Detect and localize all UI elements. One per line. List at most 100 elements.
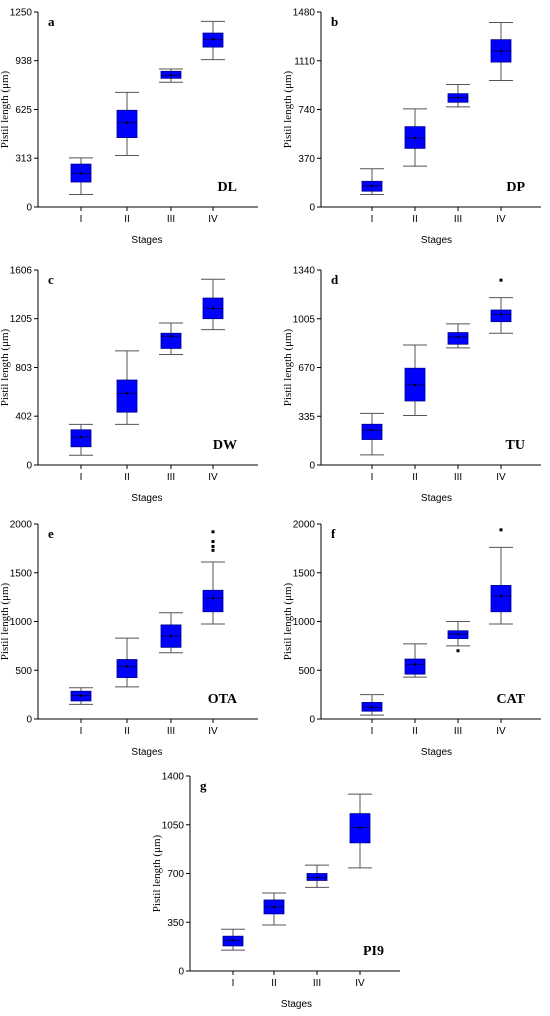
x-tick-label: I bbox=[80, 214, 83, 225]
mean-marker bbox=[500, 595, 502, 597]
y-tick-label: 370 bbox=[298, 154, 315, 165]
iqr-box bbox=[117, 660, 137, 678]
x-axis-title: Stages bbox=[421, 493, 452, 504]
y-tick-label: 0 bbox=[309, 461, 315, 472]
outlier-point bbox=[212, 545, 215, 548]
mean-marker bbox=[212, 597, 214, 599]
mean-marker bbox=[170, 635, 172, 637]
y-tick-label: 350 bbox=[167, 918, 184, 929]
x-tick-label: I bbox=[80, 472, 83, 483]
box-stage-IV bbox=[489, 23, 513, 81]
x-tick-label: IV bbox=[355, 978, 365, 989]
iqr-box bbox=[448, 333, 468, 345]
x-tick-label: II bbox=[124, 214, 130, 225]
y-axis-title: Pistil length (μm) bbox=[0, 328, 11, 406]
y-axis-title: Pistil length (μm) bbox=[0, 582, 11, 660]
x-tick-label: I bbox=[80, 726, 83, 737]
panel-letter: a bbox=[48, 14, 55, 29]
box-stage-IV bbox=[201, 279, 225, 329]
y-tick-label: 1000 bbox=[293, 617, 316, 628]
mean-marker bbox=[80, 172, 82, 174]
y-tick-label: 500 bbox=[298, 666, 315, 677]
outlier-point bbox=[212, 549, 215, 552]
mean-marker bbox=[457, 633, 459, 635]
y-axis-title: Pistil length (μm) bbox=[282, 582, 294, 660]
y-tick-label: 1480 bbox=[293, 8, 316, 19]
x-axis-title: Stages bbox=[131, 235, 162, 246]
mean-marker bbox=[170, 335, 172, 337]
y-tick-label: 335 bbox=[298, 412, 315, 423]
y-tick-label: 2000 bbox=[293, 520, 316, 531]
x-tick-label: III bbox=[454, 214, 462, 225]
y-tick-label: 1500 bbox=[10, 568, 33, 579]
y-tick-label: 500 bbox=[15, 666, 32, 677]
panel-letter: f bbox=[331, 526, 336, 541]
y-tick-label: 2000 bbox=[10, 520, 33, 531]
y-tick-label: 1000 bbox=[10, 617, 33, 628]
x-tick-label: IV bbox=[496, 472, 506, 483]
y-tick-label: 625 bbox=[15, 105, 32, 116]
x-tick-label: III bbox=[167, 472, 175, 483]
x-tick-label: III bbox=[454, 472, 462, 483]
y-tick-label: 1005 bbox=[293, 314, 316, 325]
x-tick-label: II bbox=[124, 726, 130, 737]
y-tick-label: 740 bbox=[298, 105, 315, 116]
box-stage-II bbox=[262, 893, 286, 925]
y-tick-label: 1606 bbox=[10, 266, 33, 277]
box-stage-IV bbox=[489, 528, 513, 624]
outlier-point bbox=[500, 528, 503, 531]
box-stage-II bbox=[115, 351, 139, 424]
y-tick-label: 670 bbox=[298, 363, 315, 374]
box-stage-III bbox=[159, 613, 183, 653]
y-tick-label: 0 bbox=[26, 715, 32, 726]
box-stage-IV bbox=[348, 794, 372, 868]
box-stage-II bbox=[403, 345, 427, 416]
x-tick-label: I bbox=[232, 978, 235, 989]
x-tick-label: III bbox=[313, 978, 321, 989]
x-axis-title: Stages bbox=[131, 747, 162, 758]
box-stage-I bbox=[69, 424, 93, 455]
box-stage-II bbox=[115, 92, 139, 155]
y-tick-label: 313 bbox=[15, 154, 32, 165]
mean-marker bbox=[232, 939, 234, 941]
y-tick-label: 1205 bbox=[10, 314, 33, 325]
mean-marker bbox=[371, 429, 373, 431]
panel-g: 035070010501400I II III IVgPI9StagesPistil … bbox=[151, 772, 400, 1011]
mean-marker bbox=[212, 307, 214, 309]
sample-code-label: TU bbox=[506, 438, 525, 453]
mean-marker bbox=[414, 663, 416, 665]
iqr-box bbox=[491, 310, 511, 322]
box-stage-III bbox=[159, 323, 183, 355]
x-tick-label: IV bbox=[496, 726, 506, 737]
iqr-box bbox=[203, 590, 223, 611]
mean-marker bbox=[457, 96, 459, 98]
y-tick-label: 1400 bbox=[162, 772, 185, 783]
x-axis-title: Stages bbox=[421, 747, 452, 758]
y-tick-label: 1250 bbox=[10, 8, 33, 19]
mean-marker bbox=[126, 392, 128, 394]
mean-marker bbox=[359, 826, 361, 828]
box-stage-III bbox=[159, 69, 183, 82]
box-stage-IV bbox=[201, 530, 225, 624]
box-stage-I bbox=[69, 688, 93, 705]
iqr-box bbox=[362, 424, 382, 439]
mean-marker bbox=[371, 706, 373, 708]
y-tick-label: 1500 bbox=[293, 568, 316, 579]
y-tick-label: 700 bbox=[167, 869, 184, 880]
mean-marker bbox=[170, 74, 172, 76]
mean-marker bbox=[212, 38, 214, 40]
box-stage-II bbox=[403, 109, 427, 166]
y-axis-title: Pistil length (μm) bbox=[282, 70, 294, 148]
x-tick-label: II bbox=[124, 472, 130, 483]
mean-marker bbox=[273, 906, 275, 908]
y-tick-label: 1340 bbox=[293, 266, 316, 277]
box-stage-I bbox=[360, 695, 384, 715]
mean-marker bbox=[126, 665, 128, 667]
x-axis-title: Stages bbox=[131, 493, 162, 504]
box-stage-II bbox=[115, 638, 139, 687]
mean-marker bbox=[457, 336, 459, 338]
